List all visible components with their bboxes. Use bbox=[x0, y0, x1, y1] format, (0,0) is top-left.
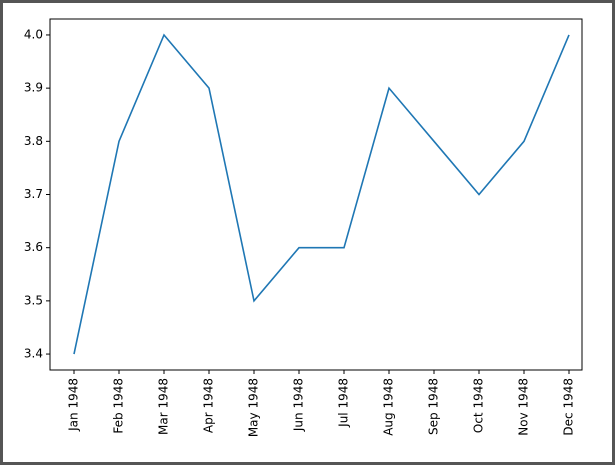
y-tick-label: 3.8 bbox=[24, 134, 43, 148]
line bbox=[73, 33, 570, 355]
y-tick-label: 3.6 bbox=[24, 240, 43, 254]
x-tick-label: Feb 1948 bbox=[112, 378, 126, 434]
y-tick-label: 3.9 bbox=[24, 81, 43, 95]
x-tick-label: Jan 1948 bbox=[67, 378, 81, 432]
x-tick-label: Mar 1948 bbox=[157, 378, 171, 435]
y-tick-label: 4.0 bbox=[24, 27, 43, 41]
x-tick-label: Jun 1948 bbox=[292, 378, 306, 432]
x-tick-label: Dec 1948 bbox=[562, 378, 576, 436]
y-tick-label: 3.4 bbox=[24, 347, 43, 361]
y-tick-label: 3.7 bbox=[24, 187, 43, 201]
plot-area bbox=[49, 18, 583, 371]
x-tick-label: Apr 1948 bbox=[202, 378, 216, 433]
x-tick-label: May 1948 bbox=[247, 378, 261, 437]
x-tick-label: Oct 1948 bbox=[472, 378, 486, 433]
y-tick-label: 3.5 bbox=[24, 293, 43, 307]
x-tick-label: Jul 1948 bbox=[337, 378, 351, 428]
chart: 3.4 3.5 3.6 3.7 3.8 3.9 4.0 Jan 1948 Feb 1948 Mar… bbox=[24, 18, 583, 437]
x-tick-label: Aug 1948 bbox=[382, 378, 396, 436]
x-tick-label: Nov 1948 bbox=[517, 378, 531, 436]
x-tick-label: Sep 1948 bbox=[427, 378, 441, 435]
